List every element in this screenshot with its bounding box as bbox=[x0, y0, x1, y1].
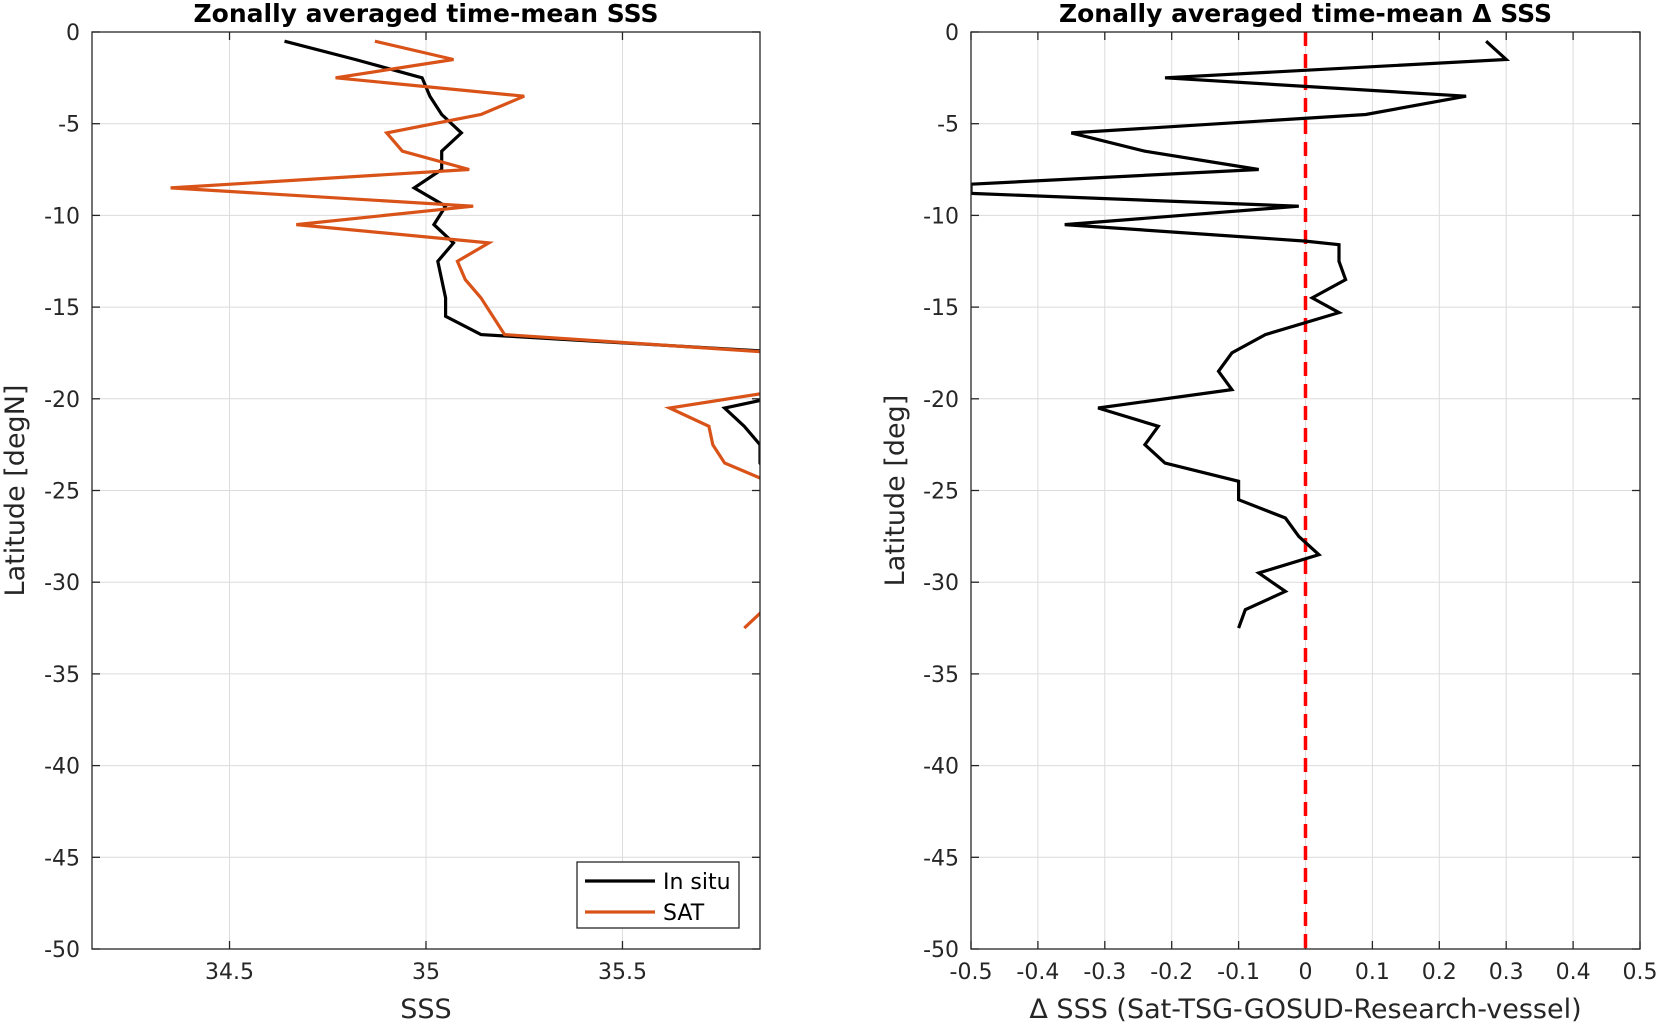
y-tick-label: -5 bbox=[937, 113, 959, 138]
y-tick-label: -45 bbox=[923, 846, 959, 871]
legend-box bbox=[576, 861, 740, 929]
x-tick-label: -0.3 bbox=[1083, 960, 1126, 985]
x-tick-label: 34.5 bbox=[205, 960, 254, 985]
legend-label: In situ bbox=[663, 870, 731, 895]
x-tick-label: -0.2 bbox=[1150, 960, 1193, 985]
legend: In situ SAT bbox=[576, 861, 740, 929]
y-axis-label: Latitude [degN] bbox=[0, 385, 31, 597]
x-tick-label: 35 bbox=[412, 960, 440, 985]
y-tick-label: -15 bbox=[923, 296, 959, 321]
x-tick-label: 0.2 bbox=[1422, 960, 1457, 985]
x-tick-label: -0.1 bbox=[1217, 960, 1260, 985]
y-tick-label: -50 bbox=[923, 938, 959, 963]
y-tick-label: -20 bbox=[923, 388, 959, 413]
y-tick-label: -15 bbox=[44, 296, 80, 321]
y-tick-label: -5 bbox=[58, 113, 80, 138]
y-tick-label: -20 bbox=[44, 388, 80, 413]
chart-title: Zonally averaged time-mean SSS bbox=[194, 0, 659, 28]
x-axis-label: Δ SSS (Sat-TSG-GOSUD-Research-vessel) bbox=[1029, 994, 1581, 1025]
y-tick-label: -30 bbox=[44, 571, 80, 596]
y-tick-label: -35 bbox=[44, 663, 80, 688]
y-tick-label: -10 bbox=[44, 204, 80, 229]
y-tick-label: 0 bbox=[66, 21, 80, 46]
x-tick-label: -0.4 bbox=[1016, 960, 1059, 985]
y-tick-label: -45 bbox=[44, 846, 80, 871]
x-tick-label: 0.5 bbox=[1623, 960, 1658, 985]
y-tick-label: -50 bbox=[44, 938, 80, 963]
x-tick-label: 0.1 bbox=[1355, 960, 1390, 985]
delta-sss-panel: -0.5 -0.4 -0.3 -0.2 -0.1 0 0.1 0.2 0.3 0.4 0.5 0 -5 -… bbox=[880, 0, 1658, 1025]
legend-label: SAT bbox=[663, 901, 705, 926]
y-tick-label: -25 bbox=[44, 480, 80, 505]
y-tick-label: -35 bbox=[923, 663, 959, 688]
x-tick-label: 0 bbox=[1299, 960, 1313, 985]
y-tick-label: 0 bbox=[945, 21, 959, 46]
x-tick-label: -0.5 bbox=[950, 960, 993, 985]
y-tick-label: -30 bbox=[923, 571, 959, 596]
y-tick-label: -25 bbox=[923, 480, 959, 505]
x-tick-label: 0.3 bbox=[1489, 960, 1524, 985]
sss-panel: 34.5 35 35.5 0 -5 -10 -15 -20 -25 -30 -35 -40 -45 -50… bbox=[0, 0, 761, 1025]
x-tick-label: 0.4 bbox=[1556, 960, 1591, 985]
series-line-delta-sss bbox=[971, 40, 1511, 629]
x-tick-label: 35.5 bbox=[598, 960, 647, 985]
series-line-in-situ bbox=[284, 39, 760, 466]
axes-box bbox=[91, 31, 761, 950]
y-axis-label: Latitude [deg] bbox=[880, 395, 911, 587]
series-line-sat bbox=[170, 39, 760, 630]
y-tick-label: -40 bbox=[923, 755, 959, 780]
y-tick-label: -40 bbox=[44, 755, 80, 780]
x-axis-label: SSS bbox=[400, 994, 451, 1025]
axes-box bbox=[970, 31, 1641, 950]
y-tick-label: -10 bbox=[923, 204, 959, 229]
chart-title: Zonally averaged time-mean Δ SSS bbox=[1059, 0, 1552, 28]
